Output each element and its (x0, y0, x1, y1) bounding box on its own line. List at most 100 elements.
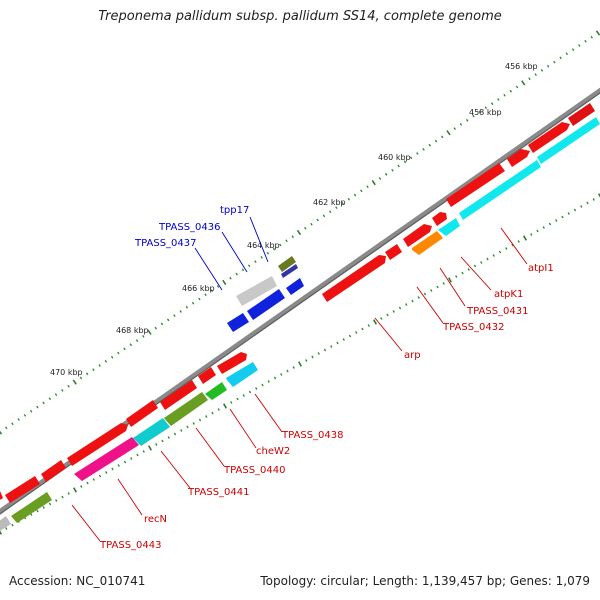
minor-tick (578, 44, 581, 47)
gene-labels: tpp17 TPASS_0436 TPASS_0437 atpI1 atpK1 … (99, 205, 554, 551)
minor-tick (590, 35, 593, 39)
minor-tick (548, 222, 552, 226)
gene-label[interactable]: atpI1 (528, 263, 554, 274)
major-tick (73, 487, 77, 493)
minor-tick (161, 439, 164, 443)
gene-arrow[interactable] (507, 149, 530, 167)
gene-arrow[interactable] (247, 289, 285, 320)
minor-tick (530, 233, 533, 236)
minor-tick (186, 425, 189, 429)
gene-arrow[interactable] (438, 218, 460, 236)
gene-arrow[interactable] (74, 437, 139, 481)
gene-arrow[interactable] (11, 492, 52, 523)
gene-arrow[interactable] (568, 103, 595, 126)
minor-tick (98, 364, 101, 367)
gene-arrow[interactable] (446, 163, 505, 207)
minor-tick (292, 366, 295, 369)
kbp-label: 458 kbp (469, 108, 502, 117)
minor-tick (129, 343, 133, 347)
minor-tick (235, 272, 238, 276)
minor-tick (285, 239, 288, 243)
reverse-strand-genes (0, 117, 600, 531)
gene-label[interactable]: TPASS_0440 (223, 465, 285, 476)
gene-arrow[interactable] (205, 382, 227, 400)
major-tick (595, 30, 600, 36)
gene-arrow[interactable] (537, 117, 600, 164)
gene-arrow[interactable] (41, 460, 66, 482)
minor-tick (422, 148, 425, 151)
gene-label[interactable]: recN (144, 514, 167, 525)
minor-tick (29, 409, 33, 413)
minor-tick (580, 205, 583, 208)
minor-tick (80, 485, 83, 488)
gene-label[interactable]: TPASS_0431 (466, 306, 528, 317)
minor-tick (5, 527, 8, 530)
gene-arrow[interactable] (126, 400, 158, 427)
gene-arrow[interactable] (281, 264, 298, 278)
minor-tick (453, 127, 456, 130)
gene-arrow[interactable] (227, 313, 249, 332)
gene-arrow[interactable] (278, 256, 296, 272)
gene-arrow[interactable] (459, 160, 541, 220)
gene-arrow[interactable] (226, 362, 258, 387)
gene-arrow[interactable] (286, 278, 304, 295)
accession-text: Accession: NC_010741 (9, 574, 146, 588)
minor-tick (229, 276, 232, 280)
minor-tick (441, 135, 444, 139)
gene-arrow[interactable] (160, 380, 197, 410)
gene-arrow[interactable] (0, 491, 3, 503)
minor-tick (92, 368, 95, 372)
gene-arrow[interactable] (403, 224, 432, 247)
minor-tick (461, 271, 464, 275)
major-tick (446, 130, 451, 136)
gene-arrow[interactable] (164, 392, 208, 426)
minor-tick (378, 177, 382, 180)
gene-arrow[interactable] (67, 423, 128, 466)
gene-label[interactable]: arp (404, 350, 421, 361)
gene-label[interactable]: TPASS_0443 (99, 540, 161, 551)
minor-tick (528, 77, 531, 81)
gene-label[interactable]: TPASS_0438 (281, 430, 343, 441)
minor-tick (98, 474, 102, 478)
minor-tick (291, 235, 294, 239)
floating-genes (227, 256, 304, 332)
minor-tick (511, 243, 514, 247)
major-tick (373, 319, 377, 325)
gene-arrow[interactable] (432, 212, 447, 226)
minor-tick (173, 314, 176, 317)
minor-tick (573, 208, 577, 212)
minor-tick (480, 261, 483, 264)
gene-label[interactable]: TPASS_0436 (158, 222, 220, 233)
minor-tick (386, 313, 389, 317)
gene-arrow[interactable] (198, 367, 216, 384)
gene-label[interactable]: TPASS_0437 (134, 238, 196, 249)
minor-tick (459, 123, 463, 126)
minor-tick (254, 260, 257, 264)
gene-arrow[interactable] (133, 418, 170, 446)
gene-arrow[interactable] (0, 516, 11, 531)
gene-arrow[interactable] (412, 231, 443, 255)
major-tick (296, 229, 302, 236)
minor-tick (473, 264, 477, 268)
gene-label[interactable]: TPASS_0432 (442, 322, 504, 333)
gene-arrow[interactable] (5, 476, 40, 503)
label-leader-lines (71, 216, 528, 542)
gene-label[interactable]: atpK1 (494, 289, 523, 300)
forward-strand-genes (0, 103, 595, 503)
gene-arrow[interactable] (322, 255, 386, 302)
gene-arrow[interactable] (528, 122, 570, 153)
gene-label[interactable]: TPASS_0441 (187, 487, 249, 498)
minor-tick (584, 39, 587, 43)
minor-tick (211, 411, 214, 415)
minor-tick (42, 401, 45, 405)
minor-tick (205, 415, 208, 418)
major-tick (448, 277, 452, 283)
minor-tick (79, 376, 83, 380)
gene-arrow[interactable] (217, 352, 247, 374)
gene-label[interactable]: cheW2 (256, 446, 290, 457)
gene-arrow[interactable] (385, 244, 402, 260)
gene-arrow[interactable] (236, 276, 277, 306)
gene-label[interactable]: tpp17 (220, 205, 249, 216)
minor-tick (391, 168, 394, 172)
